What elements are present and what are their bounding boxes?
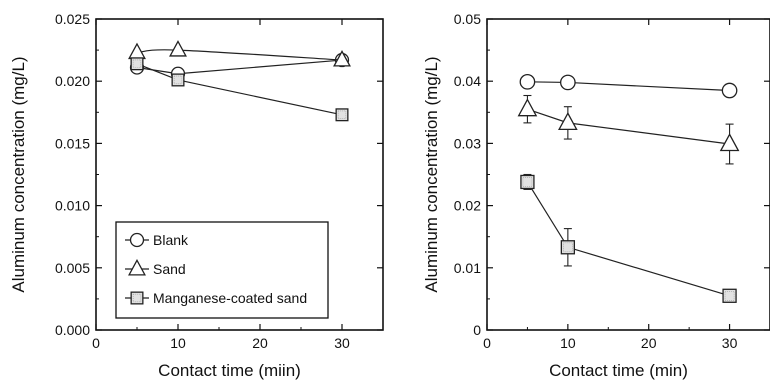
x-axis-label: Contact time (min) [549, 361, 688, 380]
data-point-square-marker [520, 174, 535, 190]
x-tick-label: 0 [483, 335, 491, 351]
x-tick-label: 30 [334, 335, 350, 351]
series-line [136, 59, 343, 75]
data-point-circle-marker [721, 82, 738, 99]
y-tick-label: 0.010 [55, 198, 90, 214]
data-point-triangle-marker [558, 111, 578, 131]
legend-circle-marker [129, 232, 145, 248]
x-tick-label: 10 [170, 335, 186, 351]
y-tick-label: 0.015 [55, 135, 90, 151]
series-line [527, 81, 730, 92]
y-tick-label: 0.03 [454, 135, 481, 151]
data-point-triangle-marker [517, 98, 538, 117]
data-point-square-marker [560, 240, 576, 255]
y-tick-label: 0.04 [454, 73, 481, 89]
data-point-square-texture [132, 59, 142, 68]
y-tick-label: 0.02 [454, 198, 481, 214]
series-line [526, 181, 730, 297]
x-tick-label: 20 [252, 335, 268, 351]
chart-panel-2: 0 0.01 0.02 0.03 0.04 0.05 0 10 20 30 Contact time… [422, 11, 770, 380]
series-3 [520, 173, 737, 303]
data-point-square-texture [173, 75, 183, 85]
data-point-square-texture [724, 290, 735, 301]
y-axis-label: Aluminum concentration (mg/L) [9, 56, 28, 292]
data-point-circle-marker [519, 73, 536, 90]
legend-box [115, 221, 329, 319]
data-point-square-texture [337, 110, 347, 119]
data-point-square-texture [522, 177, 533, 187]
x-axis-label: Contact time (miin) [158, 361, 301, 380]
x-tick-label: 30 [722, 335, 738, 351]
x-tick-label: 0 [92, 335, 100, 351]
legend-square-marker [130, 291, 144, 305]
data-point-square-marker [171, 73, 185, 87]
series-line [527, 108, 730, 145]
data-point-circle-marker [560, 74, 576, 91]
series-2 [517, 94, 740, 165]
series-blank [129, 52, 350, 81]
y-tick-label: 0.01 [454, 260, 481, 276]
legend-square-texture [132, 293, 142, 303]
data-point-triangle-marker [333, 50, 351, 67]
legend-label: Manganese-coated sand [153, 290, 307, 306]
y-tick-label: 0.005 [55, 260, 90, 276]
series-line [136, 63, 343, 116]
legend-label: Blank [153, 232, 189, 248]
data-point-square-texture [563, 242, 573, 253]
legend: Blank Sand Manganese-coated sand [115, 221, 329, 319]
legend-triangle-marker [128, 258, 146, 276]
legend-label: Sand [153, 261, 186, 277]
series-line [136, 49, 343, 61]
y-tick-label: 0.020 [55, 73, 90, 89]
data-point-square-marker [130, 57, 144, 71]
data-point-triangle-marker [719, 133, 740, 152]
y-tick-label: 0 [473, 322, 481, 338]
series-1 [519, 73, 738, 99]
data-point-square-marker [722, 288, 737, 303]
x-tick-label: 20 [641, 335, 657, 351]
series-manganese-coated-sand [130, 57, 349, 122]
y-tick-label: 0.05 [454, 11, 481, 27]
y-axis-label: Aluminum concentration (mg/L) [422, 56, 441, 292]
chart-panel-1: 0.000 0.005 0.010 0.015 0.020 0.025 0 10 20 30 Con… [9, 11, 384, 380]
x-tick-label: 10 [560, 335, 576, 351]
data-point-square-marker [335, 108, 349, 122]
data-point-triangle-marker [169, 40, 187, 57]
y-tick-label: 0.000 [55, 322, 90, 338]
y-tick-label: 0.025 [55, 11, 90, 27]
